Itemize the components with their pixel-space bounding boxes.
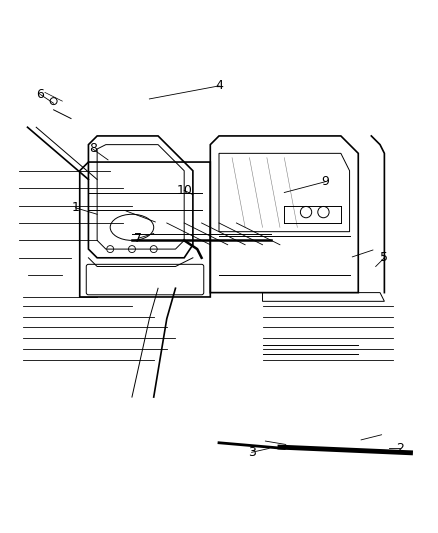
Text: 2: 2 [396, 442, 403, 455]
Text: 4: 4 [215, 79, 223, 92]
Text: 5: 5 [380, 251, 389, 264]
Text: 10: 10 [176, 184, 192, 197]
Text: 8: 8 [89, 142, 97, 156]
Text: 6: 6 [37, 88, 45, 101]
Text: 1: 1 [71, 201, 79, 214]
Text: 3: 3 [248, 446, 256, 459]
Text: 9: 9 [321, 175, 329, 188]
Text: 7: 7 [134, 232, 142, 245]
